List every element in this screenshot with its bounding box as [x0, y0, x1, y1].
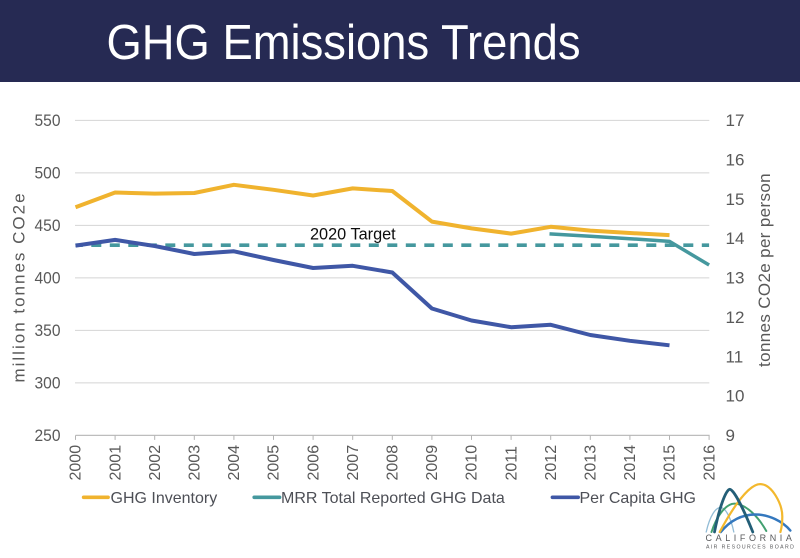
svg-text:GHG Emissions Trends: GHG Emissions Trends — [107, 15, 581, 70]
svg-text:2014: 2014 — [622, 445, 639, 481]
svg-text:2007: 2007 — [345, 445, 362, 481]
svg-text:2011: 2011 — [503, 446, 520, 481]
svg-text:CALIFORNIA: CALIFORNIA — [706, 533, 796, 543]
svg-text:500: 500 — [35, 164, 61, 183]
svg-text:350: 350 — [35, 321, 61, 340]
svg-text:2012: 2012 — [543, 445, 560, 481]
svg-text:11: 11 — [726, 347, 744, 366]
svg-text:Per Capita GHG: Per Capita GHG — [580, 490, 696, 507]
svg-text:10: 10 — [726, 387, 745, 406]
svg-text:2015: 2015 — [662, 445, 679, 481]
svg-text:300: 300 — [35, 374, 61, 393]
svg-text:17: 17 — [726, 111, 745, 130]
svg-text:12: 12 — [726, 308, 745, 327]
svg-text:2003: 2003 — [187, 445, 204, 481]
svg-text:2013: 2013 — [583, 445, 600, 481]
svg-text:2006: 2006 — [305, 445, 322, 481]
svg-text:400: 400 — [35, 269, 61, 288]
svg-text:MRR Total Reported GHG Data: MRR Total Reported GHG Data — [281, 490, 505, 507]
svg-text:450: 450 — [35, 216, 61, 235]
svg-text:GHG Inventory: GHG Inventory — [111, 490, 218, 507]
svg-text:550: 550 — [35, 111, 61, 130]
svg-text:2020 Target: 2020 Target — [310, 226, 396, 244]
svg-text:AIR RESOURCES BOARD: AIR RESOURCES BOARD — [706, 545, 795, 551]
svg-text:16: 16 — [726, 151, 745, 170]
svg-text:tonnes CO2e per person: tonnes CO2e per person — [755, 173, 774, 367]
svg-text:2010: 2010 — [464, 445, 481, 481]
svg-text:2002: 2002 — [147, 445, 164, 481]
svg-text:13: 13 — [726, 269, 745, 288]
svg-text:2005: 2005 — [266, 445, 283, 481]
svg-text:15: 15 — [726, 190, 745, 209]
svg-text:2009: 2009 — [424, 445, 441, 481]
svg-text:million tonnes CO2e: million tonnes CO2e — [10, 191, 29, 382]
svg-text:2000: 2000 — [68, 445, 85, 481]
svg-text:2001: 2001 — [107, 445, 124, 481]
svg-text:2016: 2016 — [701, 445, 718, 481]
svg-text:2004: 2004 — [226, 445, 243, 481]
svg-text:2008: 2008 — [385, 445, 402, 481]
svg-text:14: 14 — [726, 229, 745, 248]
svg-text:9: 9 — [726, 426, 735, 445]
svg-text:250: 250 — [35, 426, 61, 445]
